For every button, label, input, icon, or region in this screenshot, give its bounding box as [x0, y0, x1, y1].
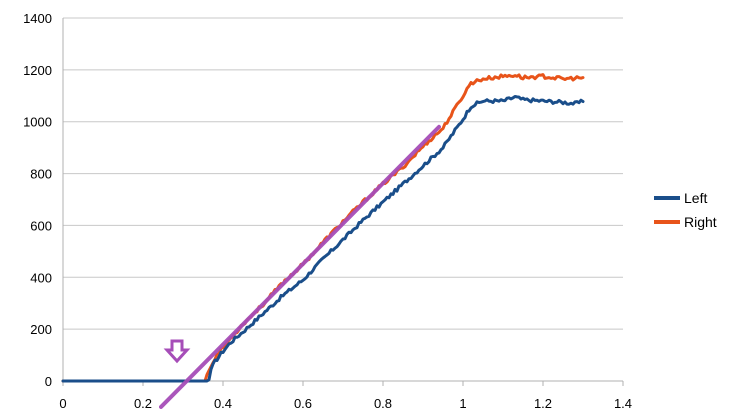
x-tick-label: 0.4	[214, 396, 232, 411]
y-tick-label: 800	[30, 167, 52, 182]
legend-label-left: Left	[684, 190, 707, 206]
x-tick-label: 1.4	[614, 396, 632, 411]
x-tick-label: 0.8	[374, 396, 392, 411]
series-line-right	[61, 73, 585, 383]
plot-area	[61, 73, 585, 383]
y-axis-tick-labels: 0 200 400 600 800 1000 1200 1400	[23, 11, 52, 389]
x-tick-label: 1.2	[534, 396, 552, 411]
y-tick-label: 0	[45, 374, 52, 389]
x-tick-label: 0.6	[294, 396, 312, 411]
y-tick-label: 600	[30, 218, 52, 233]
y-tick-label: 1400	[23, 11, 52, 26]
axes	[62, 18, 624, 386]
x-tick-label: 0.2	[134, 396, 152, 411]
y-tick-label: 400	[30, 270, 52, 285]
gridlines	[63, 17, 623, 382]
annotations	[159, 124, 441, 409]
x-tick-label: 0	[59, 396, 66, 411]
y-tick-label: 1000	[23, 115, 52, 130]
down-arrow-marker	[163, 339, 191, 364]
x-tick-label: 1	[459, 396, 466, 411]
legend: Left Right	[654, 190, 717, 230]
y-tick-label: 200	[30, 322, 52, 337]
x-axis-tick-labels: 0 0.2 0.4 0.6 0.8 1 1.2 1.4	[59, 396, 632, 411]
trend-line	[159, 124, 441, 409]
legend-label-right: Right	[684, 214, 717, 230]
series-line-left	[61, 95, 585, 383]
y-tick-label: 1200	[23, 63, 52, 78]
